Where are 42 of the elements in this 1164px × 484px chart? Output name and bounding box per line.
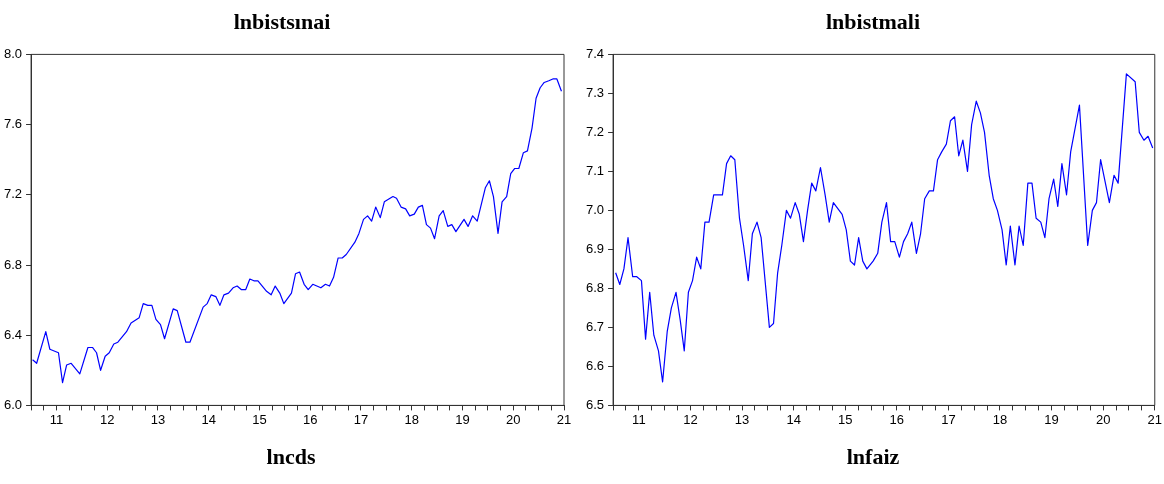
- chart-title: lnbistmali: [825, 8, 921, 34]
- x-tick-label: 16: [889, 411, 905, 427]
- x-tick-label: 15: [837, 411, 853, 427]
- text: lnfaiz: [845, 443, 901, 470]
- x-tick-label: 21: [556, 411, 572, 427]
- chart-title: lnbistsınai: [233, 8, 331, 34]
- y-tick-label: 7.3: [585, 84, 605, 100]
- x-tick-label: 12: [99, 411, 115, 427]
- x-tick-label: 18: [992, 411, 1008, 427]
- x-tick-label: 15: [252, 411, 267, 427]
- y-tick-label: 6.5: [585, 396, 605, 412]
- y-tick-label: 7.2: [3, 186, 23, 202]
- y-tick-label: 6.7: [585, 318, 605, 334]
- x-tick-label: 16: [302, 411, 318, 427]
- x-tick-label: 17: [941, 411, 956, 427]
- y-tick-label: 6.8: [585, 279, 605, 295]
- x-tick-label: 20: [1095, 411, 1111, 427]
- x-tick-label: 19: [1044, 411, 1059, 427]
- x-tick-label: 19: [455, 411, 470, 427]
- x-tick-label: 13: [734, 411, 750, 427]
- y-tick-label: 6.4: [3, 326, 23, 342]
- x-tick-label: 12: [683, 411, 698, 427]
- x-tick-label: 14: [786, 411, 801, 427]
- text: lncds: [265, 443, 317, 470]
- y-tick-label: 6.0: [3, 396, 23, 412]
- y-tick-label: 7.0: [585, 201, 605, 217]
- x-tick-label: 17: [353, 411, 369, 427]
- x-tick-label: 11: [632, 411, 646, 427]
- x-tick-label: 18: [404, 411, 419, 427]
- x-tick-label: 21: [1147, 411, 1162, 427]
- y-tick-label: 6.6: [585, 357, 605, 373]
- x-tick-label: 20: [506, 411, 521, 427]
- x-tick-label: 14: [201, 411, 216, 427]
- x-tick-label: 11: [49, 411, 64, 427]
- y-tick-label: 6.8: [3, 256, 23, 272]
- y-tick-label: 7.4: [585, 45, 605, 61]
- y-tick-label: 7.1: [585, 162, 605, 178]
- y-tick-label: 7.2: [585, 123, 605, 139]
- y-tick-label: 6.9: [585, 240, 605, 256]
- y-tick-label: 8.0: [3, 45, 23, 61]
- x-tick-label: 13: [150, 411, 166, 427]
- y-tick-label: 7.6: [3, 116, 23, 132]
